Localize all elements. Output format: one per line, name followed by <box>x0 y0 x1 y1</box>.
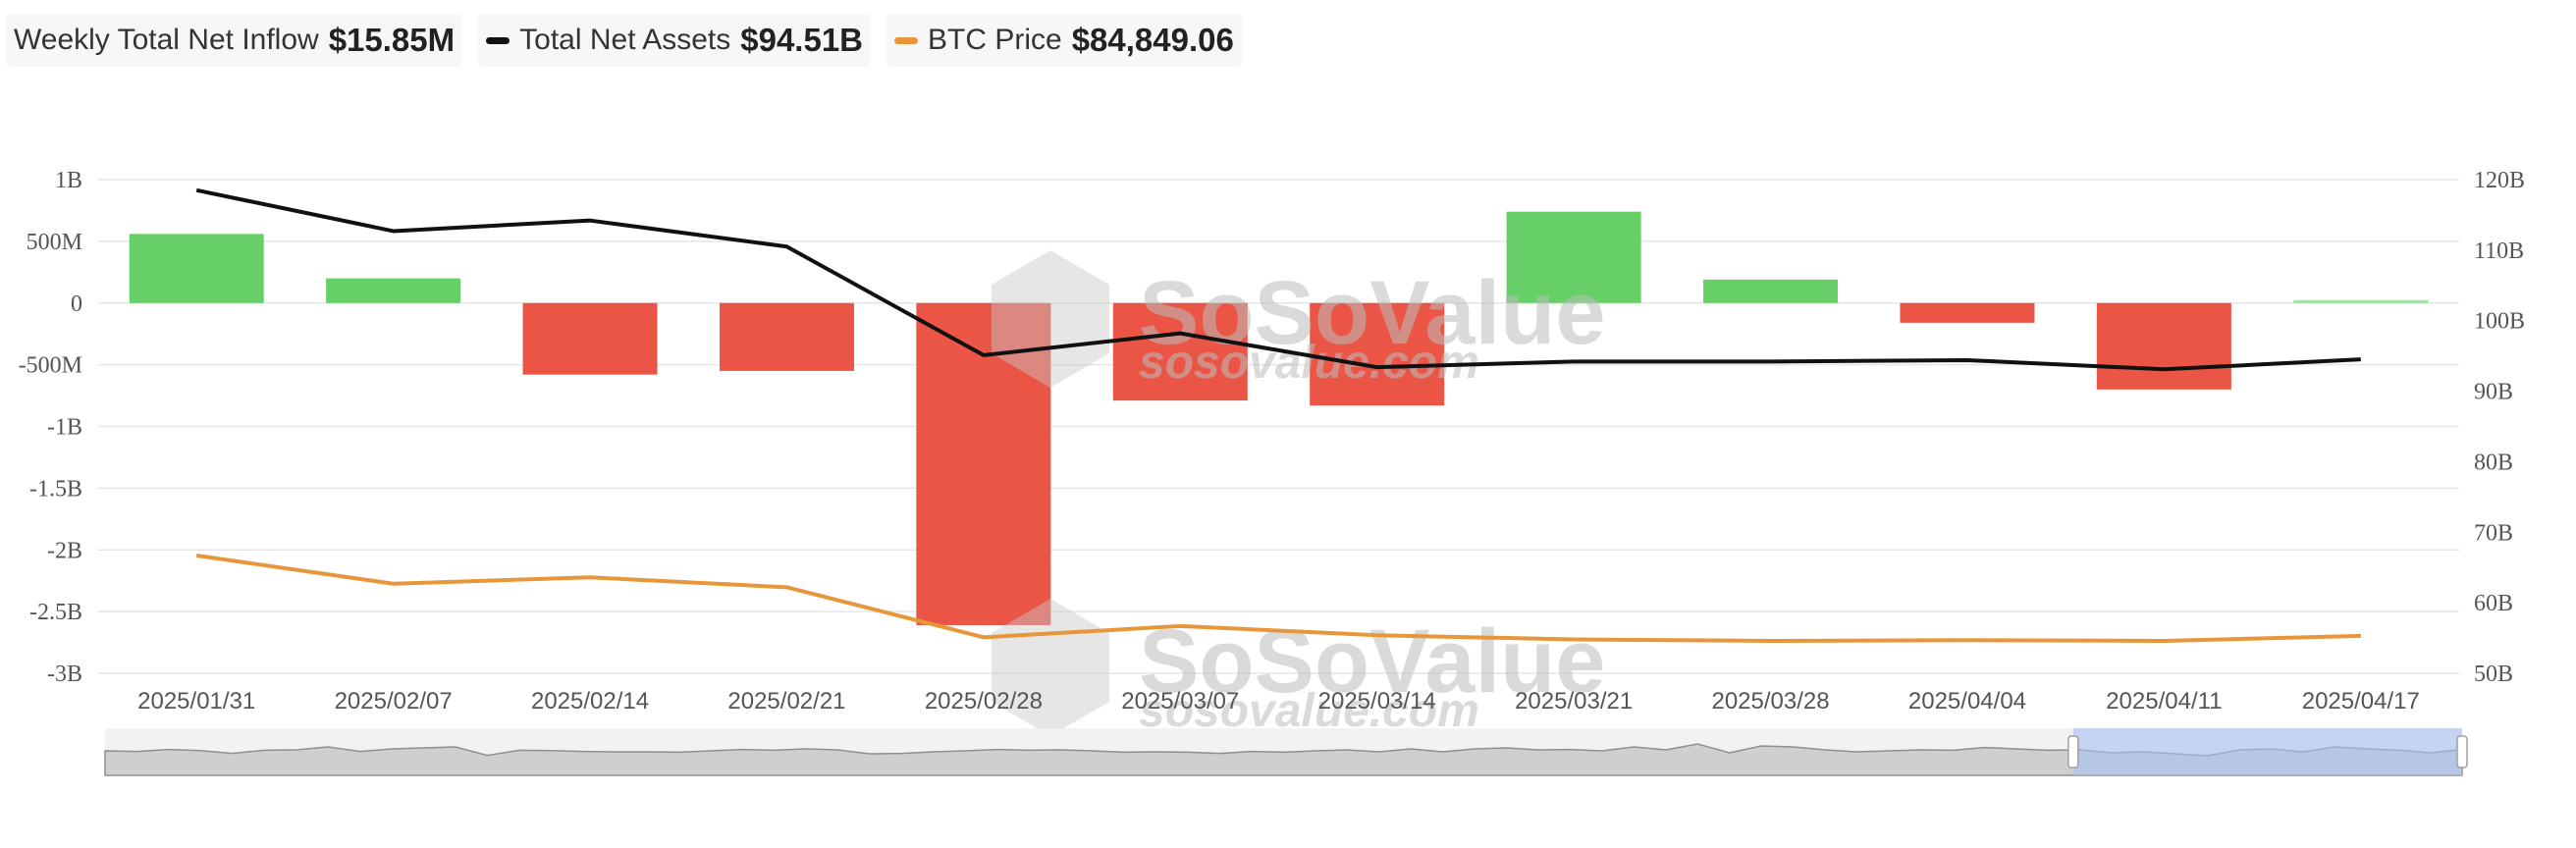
x-tick-label: 2025/03/21 <box>1515 688 1633 715</box>
legend-assets-label: Total Net Assets <box>519 24 731 56</box>
x-tick-label: 2025/03/28 <box>1711 688 1829 715</box>
inflow-bar <box>129 234 264 303</box>
left-tick-label: -500M <box>19 353 82 379</box>
x-tick-label: 2025/04/11 <box>2106 688 2222 715</box>
overview-handle-left[interactable] <box>2067 735 2079 768</box>
x-tick-label: 2025/04/17 <box>2302 688 2420 715</box>
right-tick-label: 70B <box>2474 520 2513 546</box>
right-tick-label: 100B <box>2474 309 2525 335</box>
inflow-bar <box>1506 211 1641 303</box>
right-tick-label: 80B <box>2474 450 2513 475</box>
total-net-assets-line <box>195 187 2361 372</box>
left-tick-label: 500M <box>27 230 82 255</box>
right-tick-label: 110B <box>2474 238 2524 264</box>
legend-inflow-label: Weekly Total Net Inflow <box>14 24 319 56</box>
right-axis-ticks: 120B 110B 100B 90B 80B 70B 60B 50B <box>2474 168 2525 687</box>
inflow-bars <box>129 211 2429 625</box>
watermark-url-top: sosovalue.com <box>1139 337 1479 389</box>
right-tick-label: 50B <box>2474 662 2513 687</box>
overview-handle-right[interactable] <box>2456 735 2468 768</box>
left-tick-label: -3B <box>47 662 82 687</box>
watermark-top: SoSoValue sosovalue.com <box>992 250 1606 389</box>
price-lines <box>195 187 2361 643</box>
legend: Weekly Total Net Inflow $15.85M Total Ne… <box>6 14 1242 67</box>
inflow-bar <box>2293 299 2429 303</box>
left-tick-label: -1B <box>47 415 82 441</box>
left-tick-label: -1.5B <box>29 476 82 502</box>
inflow-bar <box>2096 302 2231 390</box>
legend-btc-swatch <box>894 36 919 44</box>
inflow-bar <box>522 302 658 375</box>
legend-inflow-value: $15.85M <box>328 22 456 58</box>
inflow-bar <box>1310 302 1445 406</box>
inflow-bar <box>326 278 461 303</box>
watermarks: SoSoValue sosovalue.com SoSoValue sosova… <box>992 250 1606 737</box>
legend-item-inflow[interactable]: Weekly Total Net Inflow $15.85M <box>6 14 463 67</box>
inflow-bar <box>1900 302 2035 323</box>
left-tick-label: 1B <box>55 168 82 193</box>
right-tick-label: 60B <box>2474 591 2513 616</box>
legend-assets-value: $94.51B <box>740 22 864 58</box>
overview-slider[interactable] <box>104 728 2468 776</box>
left-tick-label: 0 <box>71 292 82 317</box>
watermark-bottom: SoSoValue sosovalue.com <box>992 599 1606 737</box>
x-tick-label: 2025/01/31 <box>137 688 255 715</box>
left-axis-ticks: 1B 500M 0 -500M -1B -1.5B -2B -2.5B -3B <box>19 168 82 687</box>
inflow-bar <box>1112 302 1248 401</box>
legend-assets-swatch <box>486 36 510 44</box>
right-tick-label: 120B <box>2474 168 2525 193</box>
inflow-bar <box>1703 279 1839 303</box>
legend-item-assets[interactable]: Total Net Assets $94.51B <box>478 14 872 67</box>
legend-btc-label: BTC Price <box>928 24 1062 56</box>
x-tick-label: 2025/02/21 <box>727 688 845 715</box>
x-tick-label: 2025/04/04 <box>1908 688 2026 715</box>
legend-item-btc[interactable]: BTC Price $84,849.06 <box>886 14 1242 67</box>
watermark-brand-top: SoSoValue <box>1139 263 1606 363</box>
right-tick-label: 90B <box>2474 380 2513 405</box>
x-tick-label: 2025/02/28 <box>925 688 1043 715</box>
inflow-bar <box>719 302 854 371</box>
left-tick-label: -2B <box>47 538 82 563</box>
btc-price-line <box>195 554 2361 643</box>
x-tick-label: 2025/03/14 <box>1318 688 1436 715</box>
watermark-logo-icon <box>992 250 1109 388</box>
left-tick-label: -2.5B <box>29 600 82 625</box>
x-tick-label: 2025/02/14 <box>531 688 649 715</box>
x-tick-label: 2025/02/07 <box>335 688 453 715</box>
legend-btc-value: $84,849.06 <box>1071 22 1234 58</box>
overview-selection <box>2072 728 2462 775</box>
x-axis-ticks: 2025/01/31 2025/02/07 2025/02/14 2025/02/21… <box>137 688 2420 715</box>
grid-lines <box>98 179 2459 674</box>
x-tick-label: 2025/03/07 <box>1121 688 1239 715</box>
